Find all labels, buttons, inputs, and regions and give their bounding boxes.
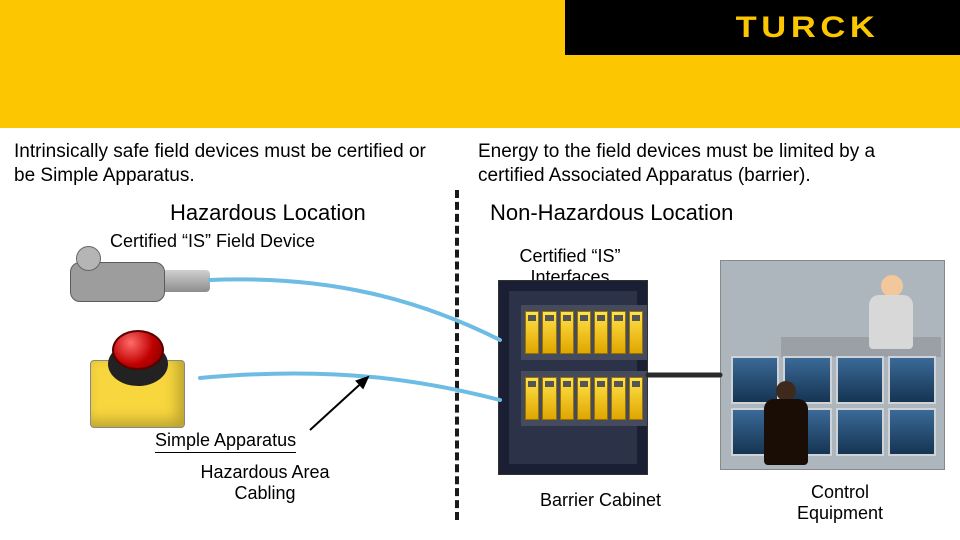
simple-apparatus-label: Simple Apparatus	[155, 430, 296, 453]
left-intro-text: Intrinsically safe field devices must be…	[14, 140, 434, 188]
non-hazardous-location-heading: Non-Hazardous Location	[490, 200, 733, 226]
barrier-cabinet-icon	[498, 280, 648, 475]
right-intro-text: Energy to the field devices must be limi…	[478, 140, 938, 188]
hazardous-location-heading: Hazardous Location	[170, 200, 366, 226]
brand-logo: TURCK	[736, 11, 880, 45]
header-bar: TURCK	[0, 0, 960, 128]
field-device-label: Certified “IS” Field Device	[110, 231, 315, 252]
hazardous-cabling-label: Hazardous Area Cabling	[190, 462, 340, 503]
control-room-icon	[720, 260, 945, 470]
control-equipment-label: Control Equipment	[780, 482, 900, 523]
zone-divider	[455, 190, 459, 520]
barrier-cabinet-label: Barrier Cabinet	[540, 490, 661, 511]
estop-button-icon	[70, 330, 200, 430]
logo-bar: TURCK	[565, 0, 960, 55]
sensor-device-icon	[70, 250, 210, 310]
